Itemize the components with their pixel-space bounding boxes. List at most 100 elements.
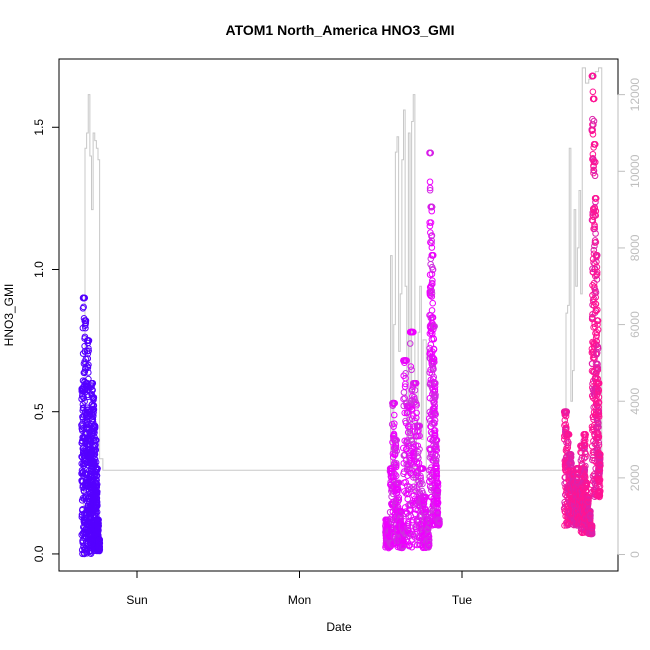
flight1-point — [82, 317, 90, 324]
flight2-point — [429, 314, 437, 321]
flight3-point — [595, 413, 603, 420]
flight2-point — [392, 444, 400, 451]
flight1-point — [95, 520, 102, 527]
flight1-point — [93, 495, 101, 503]
flight3-point — [565, 439, 572, 446]
flight2-point — [430, 365, 437, 373]
flight3-point — [594, 317, 602, 324]
y2-tick-label: 10000 — [628, 154, 642, 188]
y2-tick-label: 12000 — [628, 78, 642, 112]
flight2-point — [390, 430, 398, 438]
flight1-point — [95, 522, 102, 530]
flight2-point — [405, 512, 412, 520]
flight2-point — [432, 393, 439, 401]
flight3-point — [596, 452, 604, 459]
flight3-point — [592, 198, 599, 206]
flight2-point — [402, 489, 410, 497]
flight3-point — [591, 172, 599, 180]
secondary-series-layer — [81, 67, 603, 556]
flight3-point — [591, 225, 598, 233]
flight3-point — [590, 167, 598, 175]
flight2-point — [426, 178, 434, 186]
flight3-point — [592, 195, 600, 202]
flight1-point — [92, 436, 100, 444]
secondary-series-line — [81, 67, 603, 556]
flight2-point — [427, 149, 434, 157]
scatter-points-layer — [78, 72, 604, 558]
flight2-point — [391, 399, 399, 407]
flight3-point — [581, 433, 589, 441]
flight2-point — [401, 394, 409, 402]
flight2-point — [428, 239, 435, 247]
flight2-point — [431, 427, 439, 434]
flight2-point — [428, 207, 436, 215]
flight3-point — [594, 364, 602, 371]
flight3-point — [589, 130, 597, 138]
flight2-point — [420, 500, 428, 507]
flight3-point — [594, 430, 602, 437]
flight3-point — [588, 524, 595, 532]
flight2-point — [431, 404, 438, 412]
flight2-point — [422, 508, 430, 516]
flight2-point — [429, 266, 437, 273]
flight3-point — [592, 230, 599, 237]
flight2-point — [428, 232, 436, 239]
flight1-point — [93, 483, 101, 491]
flight1-point — [89, 430, 97, 438]
flight2-point — [413, 409, 420, 417]
flight1-point — [89, 416, 97, 423]
flight2-point — [412, 442, 420, 449]
flight2-point — [390, 420, 398, 427]
y-tick-label: 1.5 — [32, 119, 46, 136]
flight3-point — [589, 72, 596, 80]
flight2-point — [428, 270, 436, 278]
flight1-point — [85, 345, 92, 352]
y-tick-label: 0.0 — [32, 545, 46, 562]
flight2-point — [406, 483, 413, 491]
flight2-point — [419, 480, 426, 488]
flight1-point — [81, 398, 88, 405]
flight2-point — [407, 429, 414, 437]
flight2-point — [393, 461, 400, 469]
flight2-point — [394, 485, 402, 493]
flight1-point — [82, 319, 90, 327]
plot-area — [58, 58, 619, 572]
flight3-point — [589, 88, 597, 96]
flight2-point — [413, 401, 420, 409]
flight2-point — [412, 379, 420, 387]
flight2-point — [392, 459, 400, 467]
flight2-point — [430, 335, 437, 342]
flight2-point — [432, 391, 439, 399]
x-tick-label: Mon — [288, 593, 311, 607]
flight3-point — [589, 150, 597, 158]
flight1-point — [96, 536, 104, 544]
flight3-point — [585, 494, 592, 502]
flight2-point — [405, 490, 412, 497]
flight2-point — [433, 452, 441, 460]
flight2-point — [429, 277, 436, 284]
y2-tick-label: 2000 — [628, 464, 642, 491]
flight2-point — [432, 440, 440, 448]
flight1-point — [91, 424, 99, 431]
flight3-point — [592, 238, 600, 246]
flight2-point — [410, 328, 417, 336]
flight2-point — [402, 478, 409, 486]
flight2-point — [415, 454, 422, 462]
flight2-point — [433, 472, 441, 480]
flight1-point — [91, 455, 98, 462]
flight3-point — [591, 141, 599, 148]
flight2-point — [411, 386, 419, 394]
flight2-point — [403, 357, 410, 364]
flight2-point — [426, 186, 434, 194]
flight1-point — [93, 490, 101, 498]
flight3-point — [594, 366, 602, 374]
flight3-point — [597, 462, 604, 469]
flight3-point — [588, 216, 596, 224]
flight3-point — [595, 410, 603, 418]
flight3-point — [582, 431, 589, 438]
flight3-point — [591, 265, 599, 273]
flight1-point — [93, 481, 101, 488]
flight2-point — [428, 203, 436, 211]
flight3-point — [563, 408, 571, 416]
flight2-point — [394, 495, 401, 502]
